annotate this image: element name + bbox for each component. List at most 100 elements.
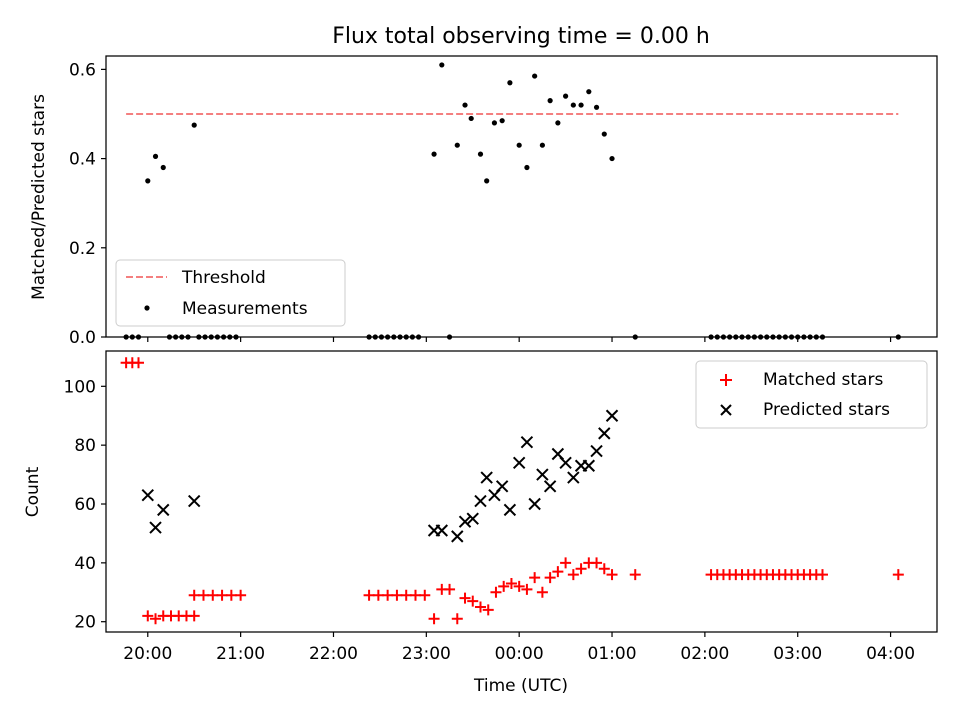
- measurement-point: [586, 89, 592, 95]
- bottom-x-axis: 20:00 21:00 22:00 23:00 00:00 01:00 02:00 03:00…: [123, 632, 915, 664]
- matched-star-marker: [444, 583, 456, 595]
- matched-star-marker: [207, 589, 219, 601]
- matched-star-marker: [560, 557, 572, 569]
- measurement-point: [439, 62, 445, 68]
- matched-star-marker: [629, 569, 641, 581]
- matched-star-marker: [235, 589, 247, 601]
- predicted-star-marker: [543, 480, 557, 493]
- matched-star-marker: [419, 589, 431, 601]
- top-y-axis: 0.0 0.2 0.4 0.6: [69, 60, 106, 348]
- matched-star-marker: [552, 566, 564, 578]
- predicted-star-marker: [559, 456, 572, 470]
- matched-legend-label: Matched stars: [763, 370, 883, 390]
- measurement-point: [484, 178, 490, 184]
- predicted-star-marker: [605, 409, 619, 422]
- bottom-y-tick-label: 40: [74, 554, 96, 574]
- predicted-star-marker: [503, 503, 517, 517]
- measurement-point: [160, 164, 166, 171]
- measurement-point: [145, 178, 151, 184]
- bottom-y-axis-label: Count: [23, 466, 43, 517]
- top-title: Flux total observing time = 0.00 h: [332, 24, 710, 49]
- matched-star-marker: [536, 586, 548, 598]
- bottom-y-tick-label: 60: [74, 495, 96, 515]
- matched-star-marker: [816, 569, 828, 581]
- matched-star-marker: [482, 604, 494, 616]
- matched-star-marker: [391, 589, 403, 601]
- predicted-star-marker: [458, 515, 472, 528]
- measurement-point: [578, 102, 584, 108]
- matched-star-marker: [490, 586, 502, 598]
- top-y-tick-label: 0.0: [69, 328, 96, 348]
- measurement-point: [468, 115, 474, 122]
- matched-star-marker: [459, 592, 471, 604]
- matched-star-marker: [150, 613, 162, 625]
- matched-star-marker: [513, 580, 525, 592]
- matched-star-marker: [606, 569, 618, 581]
- measurement-point: [609, 155, 615, 162]
- matched-star-marker: [591, 557, 603, 569]
- predicted-star-marker: [480, 471, 493, 484]
- measurement-point: [601, 131, 607, 137]
- x-tick-label: 01:00: [588, 644, 637, 664]
- threshold-legend-label: Threshold: [181, 268, 266, 288]
- matched-star-marker: [225, 589, 237, 601]
- matched-star-marker: [216, 589, 228, 601]
- measurement-point: [499, 118, 505, 124]
- measurement-point: [524, 164, 530, 171]
- matched-star-marker: [498, 580, 510, 592]
- predicted-star-marker: [598, 427, 611, 440]
- predicted-legend-label: Predicted stars: [763, 400, 890, 420]
- top-x-axis-ticks: [147, 337, 892, 342]
- matched-star-marker: [598, 563, 610, 575]
- measurement-point: [462, 102, 468, 108]
- x-tick-label: 04:00: [866, 644, 915, 664]
- bottom-panel: 20 40 60 80 100 20:00 21:00 22:00 23:00 00:00 01:…: [23, 350, 938, 696]
- predicted-star-marker: [495, 480, 509, 493]
- measurement-point: [547, 98, 553, 104]
- matched-star-marker: [529, 572, 541, 584]
- top-y-tick-label: 0.6: [69, 60, 96, 80]
- top-y-tick-label: 0.4: [69, 150, 96, 170]
- measurement-point: [152, 153, 159, 159]
- bottom-y-tick-label: 80: [74, 436, 96, 456]
- predicted-star-marker: [466, 512, 479, 525]
- matched-star-marker: [188, 610, 200, 622]
- matched-star-marker: [575, 563, 587, 575]
- predicted-legend-swatch: [720, 404, 732, 416]
- predicted-star-marker: [590, 444, 603, 458]
- measurement-point: [477, 151, 484, 157]
- matched-star-marker: [428, 613, 440, 625]
- measurements-legend-label: Measurements: [182, 299, 308, 319]
- matched-legend-swatch: [720, 374, 732, 386]
- matched-star-marker: [382, 589, 394, 601]
- measurement-point: [454, 142, 460, 148]
- matched-star-marker: [188, 589, 200, 601]
- matched-star-marker: [505, 577, 517, 589]
- matched-star-marker: [467, 595, 479, 607]
- bottom-legend-box: [695, 360, 928, 429]
- measurement-point: [593, 104, 600, 110]
- top-panel: Flux total observing time = 0.00 h 0.00.…: [29, 24, 938, 348]
- bottom-axes-frame: [105, 350, 938, 633]
- x-tick-label: 20:00: [123, 644, 172, 664]
- predicted-star-marker: [567, 471, 580, 484]
- top-legend: Threshold Measurements: [115, 259, 346, 327]
- top-y-tick-label: 0.2: [69, 239, 96, 259]
- top-y-axis-label: Matched/Predicted stars: [29, 94, 49, 300]
- measurement-point: [570, 102, 576, 108]
- matched-star-marker: [474, 601, 486, 613]
- matched-star-marker: [567, 569, 579, 581]
- predicted-star-marker: [187, 494, 201, 508]
- x-tick-label: 23:00: [402, 644, 451, 664]
- predicted-star-marker: [435, 524, 449, 537]
- matched-star-marker: [142, 610, 154, 622]
- measurement-point: [191, 122, 197, 128]
- predicted-star-marker: [512, 456, 526, 470]
- x-tick-label: 22:00: [309, 644, 358, 664]
- measurement-point: [539, 142, 545, 148]
- x-tick-label: 21:00: [216, 644, 265, 664]
- matched-star-marker: [409, 589, 421, 601]
- measurement-point: [555, 120, 561, 126]
- predicted-star-marker: [474, 494, 487, 508]
